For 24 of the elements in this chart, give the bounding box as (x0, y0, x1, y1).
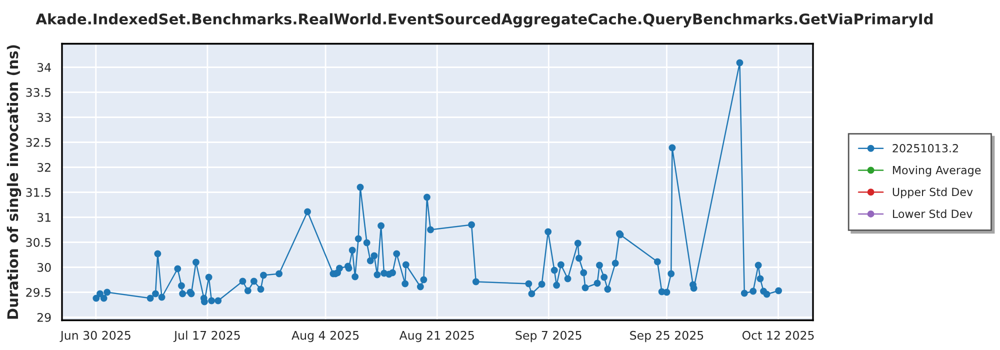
y-tick-label: 33 (37, 112, 51, 122)
y-tick-label: 29 (37, 312, 51, 322)
y-tick-label: 30.5 (26, 238, 51, 247)
chart-title: Akade.IndexedSet.Benchmarks.RealWorld.EventSourcedAggregateCache.QueryBenchmarks.GetViaPrimaryId (36, 13, 933, 28)
x-tick-label: Sep 7 2025 (516, 330, 582, 342)
legend-label: Upper Std Dev (892, 188, 973, 198)
x-tick-label: Aug 21 2025 (399, 330, 474, 342)
y-tick-label: 33.5 (26, 88, 51, 97)
legend-label: Moving Average (893, 166, 981, 176)
y-tick-label: 31 (37, 212, 50, 222)
x-tick-label: Sep 25 2025 (630, 330, 704, 342)
x-tick-label: Oct 12 2025 (742, 330, 814, 340)
y-tick-label: 31.5 (26, 188, 51, 197)
y-tick-label: 30 (37, 262, 51, 272)
y-tick-label: 29.5 (26, 288, 51, 297)
x-tick-label: Aug 4 2025 (292, 330, 359, 342)
x-tick-label: Jul 17 2025 (173, 330, 240, 342)
y-tick-label: 34 (37, 62, 51, 72)
legend-label: 20251013.2 (892, 144, 958, 152)
y-tick-label: 32 (37, 162, 50, 172)
legend-label: Lower Std Dev (893, 209, 972, 218)
y-tick-label: 32.5 (26, 138, 51, 147)
y-axis-title: Duration of single invocation (ns) (6, 45, 22, 319)
x-tick-label: Jun 30 2025 (60, 330, 130, 342)
